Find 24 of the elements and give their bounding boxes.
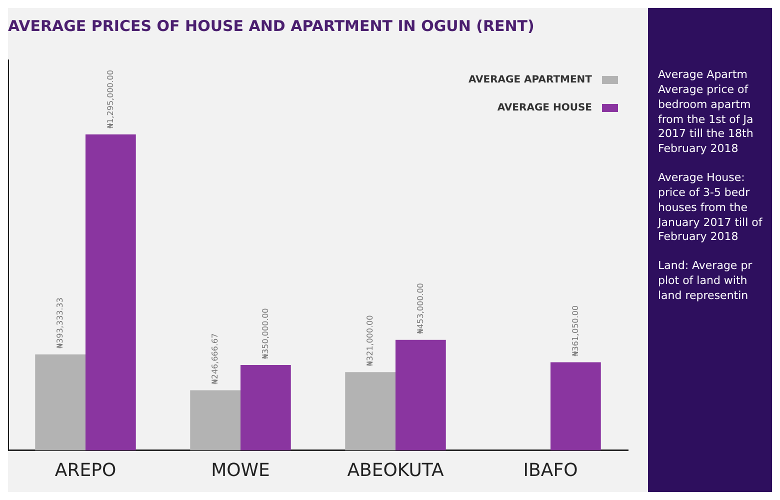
chart-title: AVERAGE PRICES OF HOUSE AND APARTMENT IN OGUN (RENT) xyxy=(8,16,534,35)
data-label: ₦361,050.00 xyxy=(570,305,580,356)
bar xyxy=(550,362,601,450)
legend-label: AVERAGE APARTMENT xyxy=(468,74,592,86)
data-label: ₦321,000.00 xyxy=(365,315,374,366)
bar xyxy=(190,390,240,450)
x-tick-label: AREPO xyxy=(54,460,116,481)
x-tick-label: MOWE xyxy=(211,460,270,481)
bar xyxy=(240,365,291,450)
text: Land: Average pr plot of land with land representin xyxy=(658,259,754,304)
bar xyxy=(396,340,446,450)
data-label: ₦1,295,000.00 xyxy=(106,70,115,128)
x-tick-label: ABEOKUTA xyxy=(347,460,444,481)
data-label: ₦246,666.67 xyxy=(210,333,220,384)
data-label: ₦453,000.00 xyxy=(416,282,425,334)
text: Average House: price of 3-5 bedr houses from the January 2017 till of February 2018 xyxy=(658,171,764,246)
bar xyxy=(35,354,86,450)
x-tick-label: IBAFO xyxy=(523,460,578,481)
bar xyxy=(345,372,396,450)
data-label: ₦393,333.33 xyxy=(55,298,64,348)
bar xyxy=(86,134,136,450)
legend-label: AVERAGE HOUSE xyxy=(497,102,592,114)
text: Average Apartm Average price of bedroom apartm from the 1st of Ja 2017 till the 18th February 2018 xyxy=(658,68,754,158)
data-label: ₦350,000.00 xyxy=(260,308,270,359)
